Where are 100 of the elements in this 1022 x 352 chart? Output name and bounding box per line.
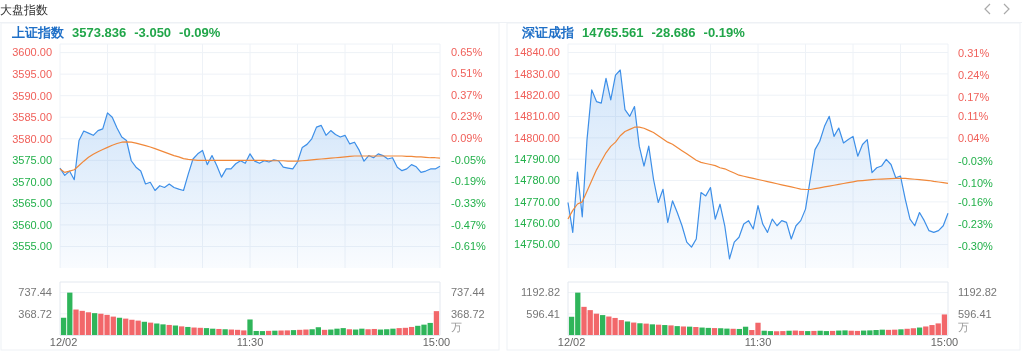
text: 14765.561 bbox=[582, 25, 644, 40]
bar bbox=[631, 322, 637, 335]
bar bbox=[266, 330, 272, 335]
y2-tick-label: 1192.82 bbox=[958, 286, 997, 299]
bar bbox=[637, 323, 643, 335]
bar bbox=[147, 322, 154, 335]
y-tick-label: 1192.82 bbox=[521, 286, 560, 299]
bar bbox=[624, 321, 631, 335]
y-tick-label: 14780.00 bbox=[514, 174, 560, 187]
text: -0.09% bbox=[179, 25, 221, 40]
bar bbox=[433, 311, 440, 335]
bar bbox=[687, 326, 693, 335]
y-tick-label: 3575.00 bbox=[12, 154, 52, 167]
line-series bbox=[567, 126, 949, 220]
y-tick-label: 3585.00 bbox=[12, 111, 52, 124]
y2-tick-label: 596.41 bbox=[958, 307, 992, 320]
bar bbox=[693, 327, 699, 335]
y2-axis-title: 万 bbox=[958, 321, 969, 333]
bar bbox=[222, 329, 228, 335]
bar bbox=[643, 323, 649, 335]
bar bbox=[321, 329, 328, 335]
bar bbox=[290, 330, 297, 335]
y-tick-label: 14800.00 bbox=[514, 131, 560, 144]
y2-tick-label: -0.33% bbox=[451, 196, 487, 209]
y2-tick-label: -0.03% bbox=[958, 154, 994, 167]
bar bbox=[185, 326, 191, 335]
y2-tick-label: -0.47% bbox=[451, 218, 487, 231]
y-tick-label: 3595.00 bbox=[12, 68, 52, 80]
bar bbox=[92, 313, 98, 335]
bar bbox=[680, 326, 687, 335]
y-tick-label: 3555.00 bbox=[12, 240, 52, 253]
text: -0.19% bbox=[703, 25, 746, 40]
y2-tick-label: 0.04% bbox=[958, 132, 990, 145]
y-tick-label: 596.41 bbox=[526, 307, 560, 320]
y-tick-label: 3580.00 bbox=[12, 132, 52, 145]
y-tick-label: 14840.00 bbox=[514, 46, 560, 59]
y2-tick-label: 0.65% bbox=[451, 45, 483, 58]
text: -3.050 bbox=[134, 25, 172, 40]
y2-tick-label: 0.24% bbox=[958, 69, 990, 82]
bar bbox=[172, 325, 179, 335]
y2-tick-label: 737.44 bbox=[451, 286, 485, 299]
bar bbox=[668, 325, 674, 335]
y-tick-label: 14770.00 bbox=[514, 195, 560, 208]
y2-tick-label: -0.19% bbox=[451, 175, 487, 188]
x-tick-label: 12/02 bbox=[557, 336, 586, 348]
y2-tick-label: 0.51% bbox=[451, 67, 483, 80]
bar bbox=[346, 329, 353, 335]
y2-axis-title: 万 bbox=[451, 321, 462, 333]
y2-tick-label: -0.16% bbox=[958, 195, 994, 208]
y-tick-label: 3565.00 bbox=[12, 197, 52, 210]
bar bbox=[786, 330, 792, 335]
bar bbox=[730, 328, 736, 335]
bar bbox=[898, 329, 904, 335]
text: 3573.836 bbox=[72, 25, 127, 40]
y2-tick-label: 0.23% bbox=[451, 110, 483, 123]
bar bbox=[600, 315, 606, 335]
y2-tick-label: -0.61% bbox=[451, 240, 487, 253]
bar bbox=[811, 330, 817, 335]
bar bbox=[655, 324, 662, 335]
y-tick-label: 14820.00 bbox=[514, 89, 560, 102]
y-tick-label: 3570.00 bbox=[12, 175, 52, 188]
y2-tick-label: 0.17% bbox=[958, 91, 990, 104]
bar bbox=[216, 328, 222, 335]
chart-title: 深证成指 bbox=[521, 25, 574, 40]
x-tick-label: 11:30 bbox=[744, 336, 772, 348]
text: 大盘指数 bbox=[0, 3, 48, 17]
y-tick-label: 368.72 bbox=[18, 307, 52, 320]
y2-tick-label: 368.72 bbox=[451, 307, 485, 320]
bar bbox=[674, 326, 680, 335]
y2-tick-label: -0.05% bbox=[451, 153, 487, 166]
bar bbox=[116, 317, 123, 335]
y2-tick-label: 0.37% bbox=[451, 88, 483, 101]
x-tick-label: 15:00 bbox=[422, 336, 451, 348]
x-tick-label: 12/02 bbox=[49, 336, 78, 348]
y2-tick-label: -0.10% bbox=[958, 176, 994, 189]
y-tick-label: 3600.00 bbox=[12, 46, 52, 59]
y2-tick-label: 0.31% bbox=[958, 47, 990, 60]
bar bbox=[829, 330, 836, 335]
y2-tick-label: 0.11% bbox=[958, 110, 989, 123]
y-tick-label: 14810.00 bbox=[514, 110, 560, 123]
bar bbox=[166, 324, 172, 335]
y-tick-label: 14750.00 bbox=[514, 238, 560, 251]
bar bbox=[649, 324, 655, 335]
text: -28.686 bbox=[651, 25, 696, 40]
bar bbox=[805, 331, 811, 335]
y-tick-label: 14790.00 bbox=[514, 153, 560, 166]
x-tick-label: 15:00 bbox=[930, 336, 959, 348]
bar bbox=[711, 328, 718, 335]
bar bbox=[662, 325, 668, 335]
y2-tick-label: -0.23% bbox=[958, 217, 994, 230]
x-tick-label: 11:30 bbox=[236, 336, 264, 348]
bar bbox=[179, 326, 185, 335]
y2-tick-label: 0.09% bbox=[451, 132, 483, 145]
y-tick-label: 14830.00 bbox=[514, 67, 560, 80]
y-tick-label: 737.44 bbox=[18, 286, 52, 299]
line-series bbox=[59, 141, 441, 173]
bar bbox=[141, 321, 147, 335]
bar bbox=[916, 327, 923, 335]
chart-title: 上证指数 bbox=[11, 25, 65, 40]
y2-tick-label: -0.30% bbox=[958, 239, 994, 252]
